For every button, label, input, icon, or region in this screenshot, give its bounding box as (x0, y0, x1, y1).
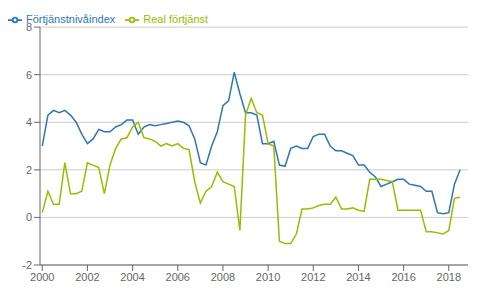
svg-text:2: 2 (26, 164, 32, 176)
svg-text:8: 8 (26, 21, 32, 33)
svg-text:4: 4 (26, 116, 32, 128)
svg-text:2014: 2014 (346, 271, 370, 283)
svg-text:2016: 2016 (391, 271, 415, 283)
svg-text:6: 6 (26, 69, 32, 81)
svg-text:2006: 2006 (166, 271, 190, 283)
svg-text:0: 0 (26, 211, 32, 223)
svg-text:2018: 2018 (437, 271, 461, 283)
svg-text:2012: 2012 (301, 271, 325, 283)
svg-text:2010: 2010 (256, 271, 280, 283)
svg-text:2000: 2000 (30, 271, 54, 283)
svg-text:2002: 2002 (75, 271, 99, 283)
svg-text:2004: 2004 (120, 271, 144, 283)
svg-text:-2: -2 (22, 259, 32, 271)
svg-text:2008: 2008 (211, 271, 235, 283)
